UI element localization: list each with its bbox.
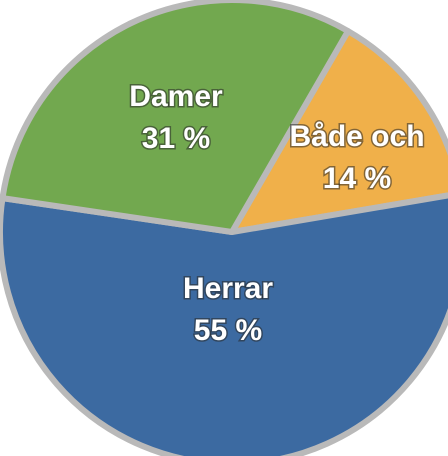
slice-value-label: 31 % [142,122,210,155]
pie-slice [0,0,351,235]
slice-name: Damer [129,80,223,113]
slice-value-label: 55 % [194,314,262,347]
slice-name: Herrar [183,272,273,305]
slice-name: Både och [289,120,424,153]
pie-slice [229,28,448,235]
slice-value-label: 14 % [323,162,391,195]
pie-slice [0,192,448,456]
